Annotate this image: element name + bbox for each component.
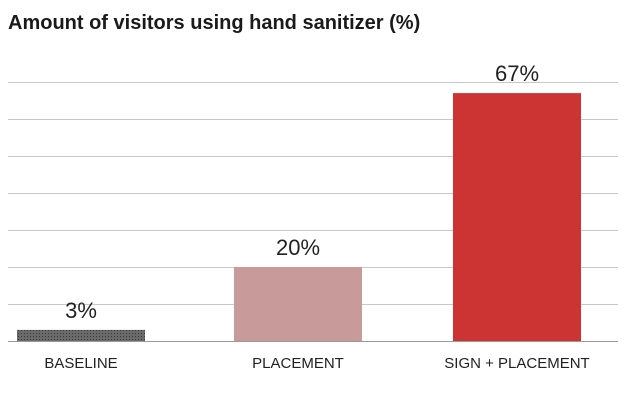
bar-3 [453,93,581,341]
x-tick-label-2: PLACEMENT [252,355,344,372]
labels: 3% BASELINE 20% PLACEMENT 67% SIGN + PLACEMEN… [44,61,589,372]
bars [17,93,581,341]
bar-1 [17,329,145,341]
data-label-2: 20% [276,235,320,260]
data-label-1: 3% [65,298,97,323]
x-tick-label-1: BASELINE [44,355,117,372]
bar-2 [234,267,362,341]
chart-title: Amount of visitors using hand sanitizer … [8,12,421,34]
data-label-3: 67% [495,61,539,86]
x-tick-label-3: SIGN + PLACEMENT [444,355,589,372]
